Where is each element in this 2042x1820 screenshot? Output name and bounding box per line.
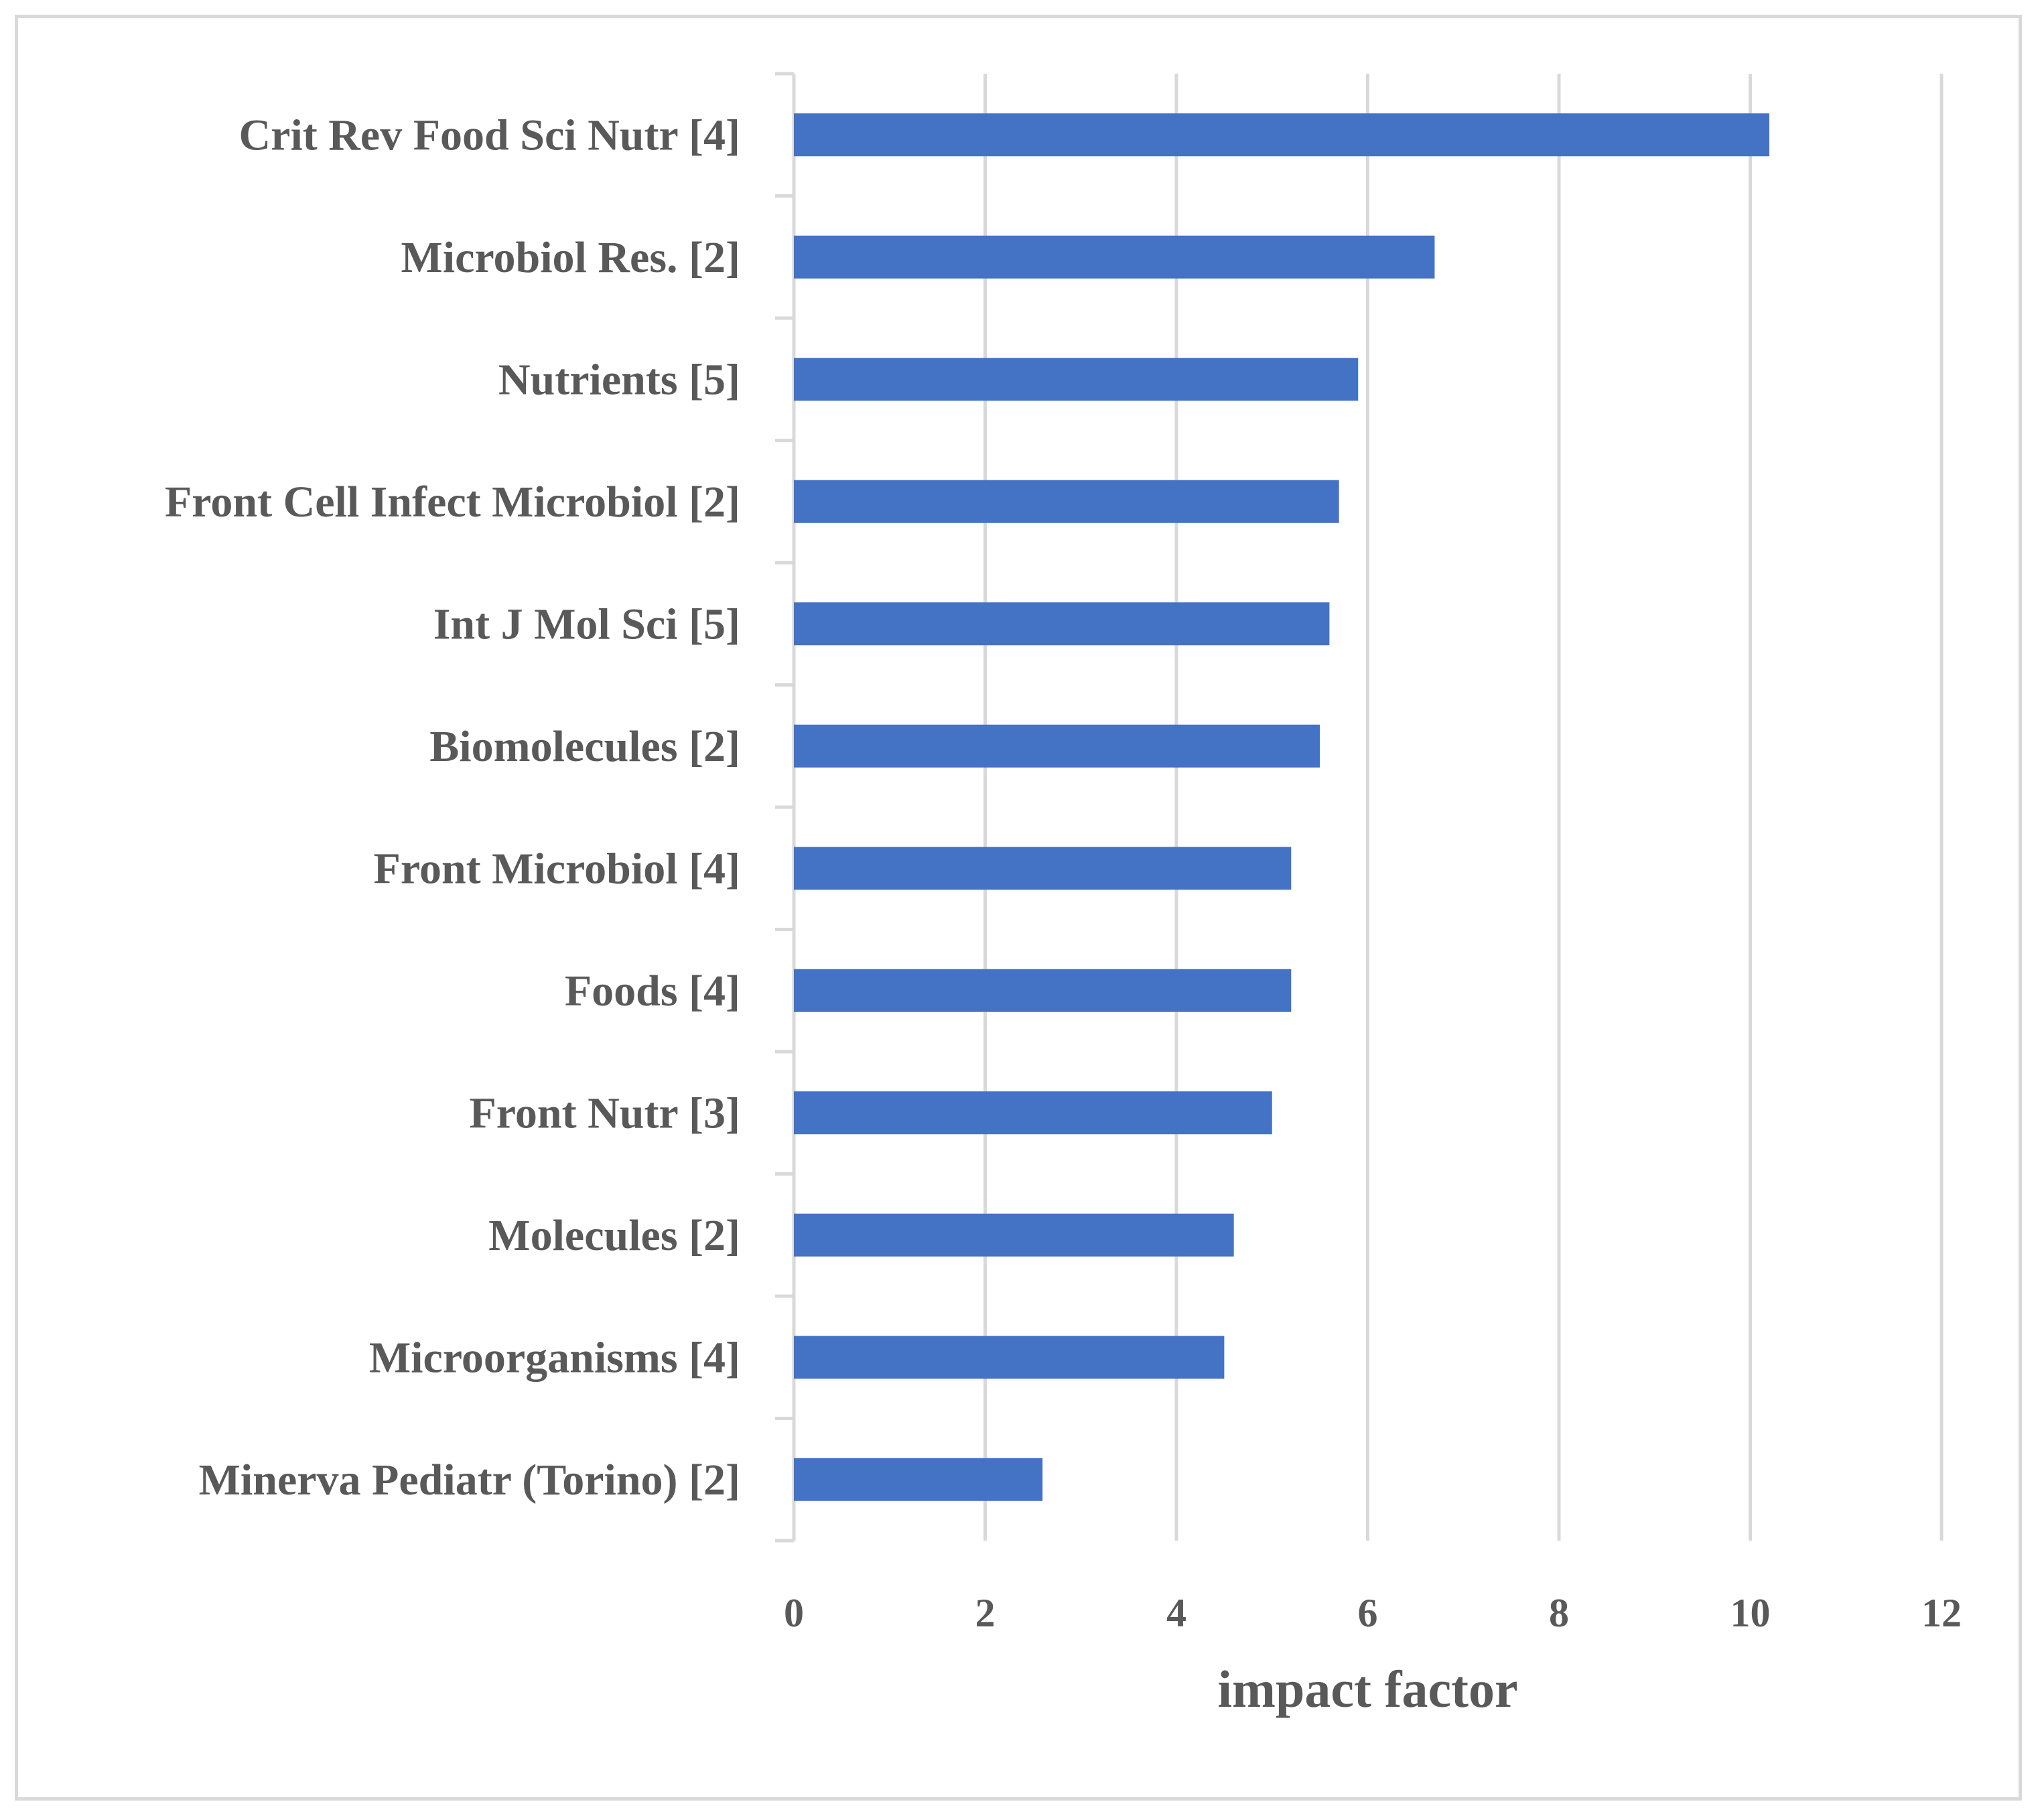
x-tick-label-12: 12 — [1921, 1591, 1962, 1635]
bar-8 — [794, 969, 1292, 1012]
category-label-1: Crit Rev Food Sci Nutr [4] — [239, 111, 741, 159]
category-label-2: Microbiol Res. [2] — [401, 233, 740, 282]
x-axis-title: impact factor — [1217, 1660, 1517, 1718]
category-label-10: Molecules [2] — [488, 1211, 740, 1260]
category-label-11: Microorganisms [4] — [369, 1333, 740, 1382]
bar-6 — [794, 724, 1320, 768]
category-label-8: Foods [4] — [565, 967, 740, 1016]
bar-12 — [794, 1458, 1043, 1501]
category-labels: Crit Rev Food Sci Nutr [4] Microbiol Res.… — [165, 111, 740, 1504]
x-tick-label-0: 0 — [784, 1591, 804, 1635]
bar-11 — [794, 1336, 1225, 1379]
x-tick-label-8: 8 — [1549, 1591, 1569, 1635]
category-label-12: Minerva Pediatr (Torino) [2] — [199, 1456, 740, 1504]
y-axis — [775, 72, 796, 1543]
bar-2 — [794, 235, 1435, 279]
bar-10 — [794, 1213, 1234, 1257]
bar-5 — [794, 602, 1330, 646]
category-label-9: Front Nutr [3] — [469, 1089, 740, 1137]
bar-1 — [794, 113, 1770, 157]
x-tick-label-10: 10 — [1730, 1591, 1771, 1635]
bars — [794, 113, 1770, 1501]
x-tick-label-2: 2 — [975, 1591, 996, 1635]
bar-4 — [794, 480, 1339, 523]
category-label-7: Front Microbiol [4] — [374, 844, 740, 893]
x-tick-label-6: 6 — [1358, 1591, 1378, 1635]
category-label-3: Nutrients [5] — [498, 355, 740, 404]
x-tick-label-4: 4 — [1166, 1591, 1186, 1635]
category-label-6: Biomolecules [2] — [429, 722, 740, 771]
category-label-5: Int J Mol Sci [5] — [433, 600, 740, 648]
gridlines — [983, 74, 1944, 1541]
chart-frame — [15, 15, 2022, 1801]
bar-3 — [794, 358, 1359, 401]
bar-9 — [794, 1091, 1272, 1135]
bar-7 — [794, 847, 1292, 890]
category-label-4: Front Cell Infect Microbiol [2] — [165, 478, 740, 527]
x-tick-labels: 0 2 4 6 8 10 12 — [784, 1591, 1962, 1635]
